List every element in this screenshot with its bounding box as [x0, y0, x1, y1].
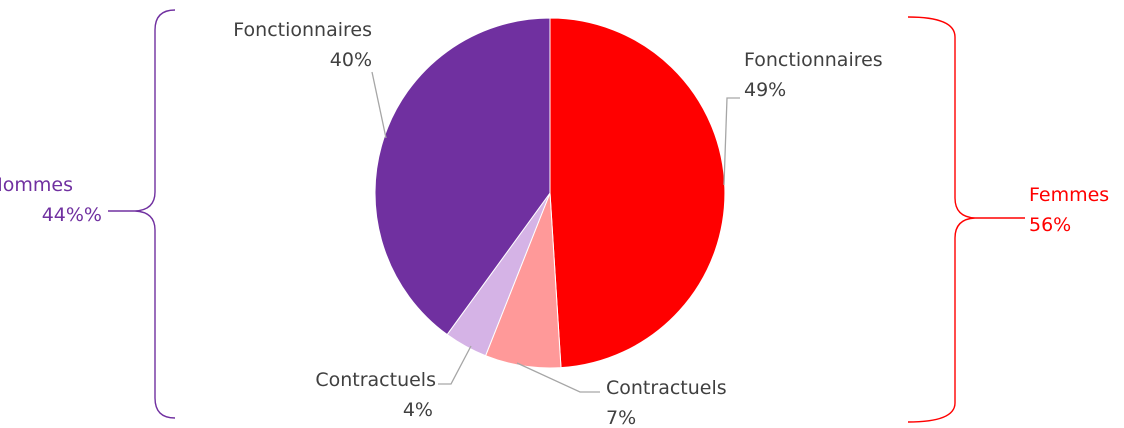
slice-label-fonctionnaires-femmes: Fonctionnaires: [744, 49, 883, 71]
slice-label-fonctionnaires-hommes: Fonctionnaires: [233, 19, 372, 41]
slice-percent-contractuels-hommes: 4%: [403, 399, 433, 421]
group-label-hommes: Hommes: [0, 174, 73, 196]
group-percent-hommes: 44%%: [42, 204, 102, 226]
group-label-femmes: Femmes: [1029, 184, 1109, 206]
pie-slice-fonctionnaires-hommes: [374, 17, 551, 336]
pie-slices: [374, 17, 726, 369]
leader-lines: [371, 71, 740, 393]
slice-percent-contractuels-femmes: 7%: [606, 407, 636, 428]
slice-label-contractuels-femmes: Contractuels: [606, 377, 727, 399]
slice-percent-fonctionnaires-femmes: 49%: [744, 79, 786, 101]
leader-line-contractuels-hommes: [438, 345, 472, 385]
leader-line-fonctionnaires-hommes: [371, 71, 387, 139]
leader-line-contractuels-femmes: [516, 362, 600, 393]
brace-hommes: [108, 9, 176, 419]
slice-percent-fonctionnaires-hommes: 40%: [330, 49, 372, 71]
leader-line-fonctionnaires-femmes: [723, 97, 740, 186]
brace-femmes: [907, 16, 1025, 423]
pie-slice-fonctionnaires-femmes: [549, 17, 726, 369]
slice-label-contractuels-hommes: Contractuels: [315, 369, 436, 391]
group-percent-femmes: 56%: [1029, 214, 1071, 236]
